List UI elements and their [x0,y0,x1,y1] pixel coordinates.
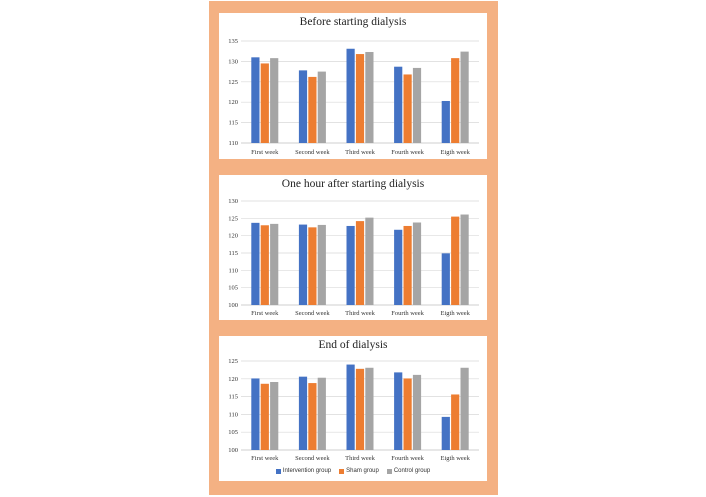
bar-control [460,51,469,143]
bar-sham [308,383,317,450]
bar-intervention [394,66,403,143]
y-tick-label: 100 [228,302,238,309]
chart-panel-end: 100 105 110 115 120 125 First week Second week T… [219,336,487,481]
legend-swatch-control [386,468,392,474]
legend-swatch-sham [339,468,345,474]
bar-intervention [251,57,260,143]
bar-sham [308,76,317,143]
x-tick-label: Third week [345,149,376,156]
chart-panel-before: 110 115 120 125 130 135 First week Second week T… [219,13,487,159]
x-tick-label: Fourth week [391,310,424,317]
chart-one-hour-svg: 100 105 110 115 120 125 130 First week Second we… [228,198,479,317]
chart-title: End of dialysis [318,339,388,351]
y-tick-label: 125 [228,215,238,222]
bar-intervention [298,376,308,450]
bar-control [412,67,422,143]
x-tick-label: Second week [295,455,330,462]
legend-label: Intervention group [282,468,332,474]
bar-intervention [298,70,308,143]
y-tick-label: 115 [228,394,238,401]
bar-control [460,367,469,450]
y-tick-label: 110 [228,267,238,274]
bar-intervention [441,253,450,305]
x-tick-label: Fourth week [391,455,424,462]
bar-control [365,52,374,143]
x-tick-label: Fourth week [391,149,424,156]
x-tick-label: Eigth week [440,310,470,317]
bar-control [365,217,374,305]
y-tick-label: 115 [228,120,238,127]
y-tick-label: 115 [228,250,238,257]
x-tick-label: Third week [345,455,376,462]
y-tick-label: 120 [228,376,238,383]
y-tick-label: 105 [228,429,238,436]
bar-intervention [346,48,355,143]
bar-sham [260,383,269,450]
bar-intervention [298,224,308,305]
y-tick-label: 100 [228,447,238,454]
chart-title: Before starting dialysis [299,16,407,28]
bar-intervention [251,378,260,450]
x-tick-label: Second week [295,149,330,156]
bar-sham [355,54,365,143]
y-tick-label: 130 [228,58,238,65]
bar-control [317,377,326,450]
bar-control [317,71,326,143]
legend-swatch-intervention [275,468,281,474]
bar-intervention [394,372,403,450]
bar-sham [451,58,460,143]
bar-control [412,222,422,305]
bar-sham [451,216,460,305]
legend-item-control: Control group [386,468,431,474]
bar-sham [260,63,269,143]
y-tick-label: 110 [228,411,238,418]
x-tick-label: Eigth week [440,455,470,462]
chart-title: One hour after starting dialysis [281,178,425,190]
y-tick-label: 120 [228,99,238,106]
y-tick-label: 125 [228,358,238,365]
bar-intervention [441,416,450,450]
bar-control [270,382,279,450]
x-tick-label: Second week [295,310,330,317]
y-tick-label: 135 [228,38,238,45]
bar-intervention [394,229,403,305]
x-tick-label: First week [251,149,279,156]
bar-control [412,374,422,450]
chart-panel-one-hour: 100 105 110 115 120 125 130 First week Second we… [219,175,487,320]
bar-control [460,214,469,305]
bar-control [317,224,326,305]
bar-sham [451,394,460,450]
bar-intervention [251,222,260,305]
bar-sham [403,74,412,143]
legend-item-sham: Sham group [339,468,379,474]
bar-intervention [441,100,450,143]
bar-sham [355,368,365,450]
legend-label: Sham group [346,468,379,474]
legend-label: Control group [393,468,431,474]
y-tick-label: 105 [228,285,238,292]
x-tick-label: First week [251,455,279,462]
chart-legend: Intervention group Sham group Control gr… [219,465,487,477]
bar-intervention [346,225,355,305]
bar-sham [403,225,412,305]
bar-sham [403,378,412,450]
bar-control [270,223,279,305]
bar-sham [355,221,365,305]
x-tick-label: Eigth week [440,149,470,156]
chart-end-svg: 100 105 110 115 120 125 First week Second week T… [228,358,479,462]
bar-control [365,367,374,450]
legend-item-intervention: Intervention group [275,468,332,474]
y-tick-label: 130 [228,198,238,205]
bar-sham [260,225,269,305]
bar-control [270,58,279,143]
bar-intervention [346,364,355,450]
x-tick-label: Third week [345,310,376,317]
y-tick-label: 125 [228,79,238,86]
y-tick-label: 120 [228,233,238,240]
chart-before-svg: 110 115 120 125 130 135 First week Second week T… [228,38,479,156]
x-tick-label: First week [251,310,279,317]
y-tick-label: 110 [228,140,238,147]
bar-sham [308,227,317,305]
